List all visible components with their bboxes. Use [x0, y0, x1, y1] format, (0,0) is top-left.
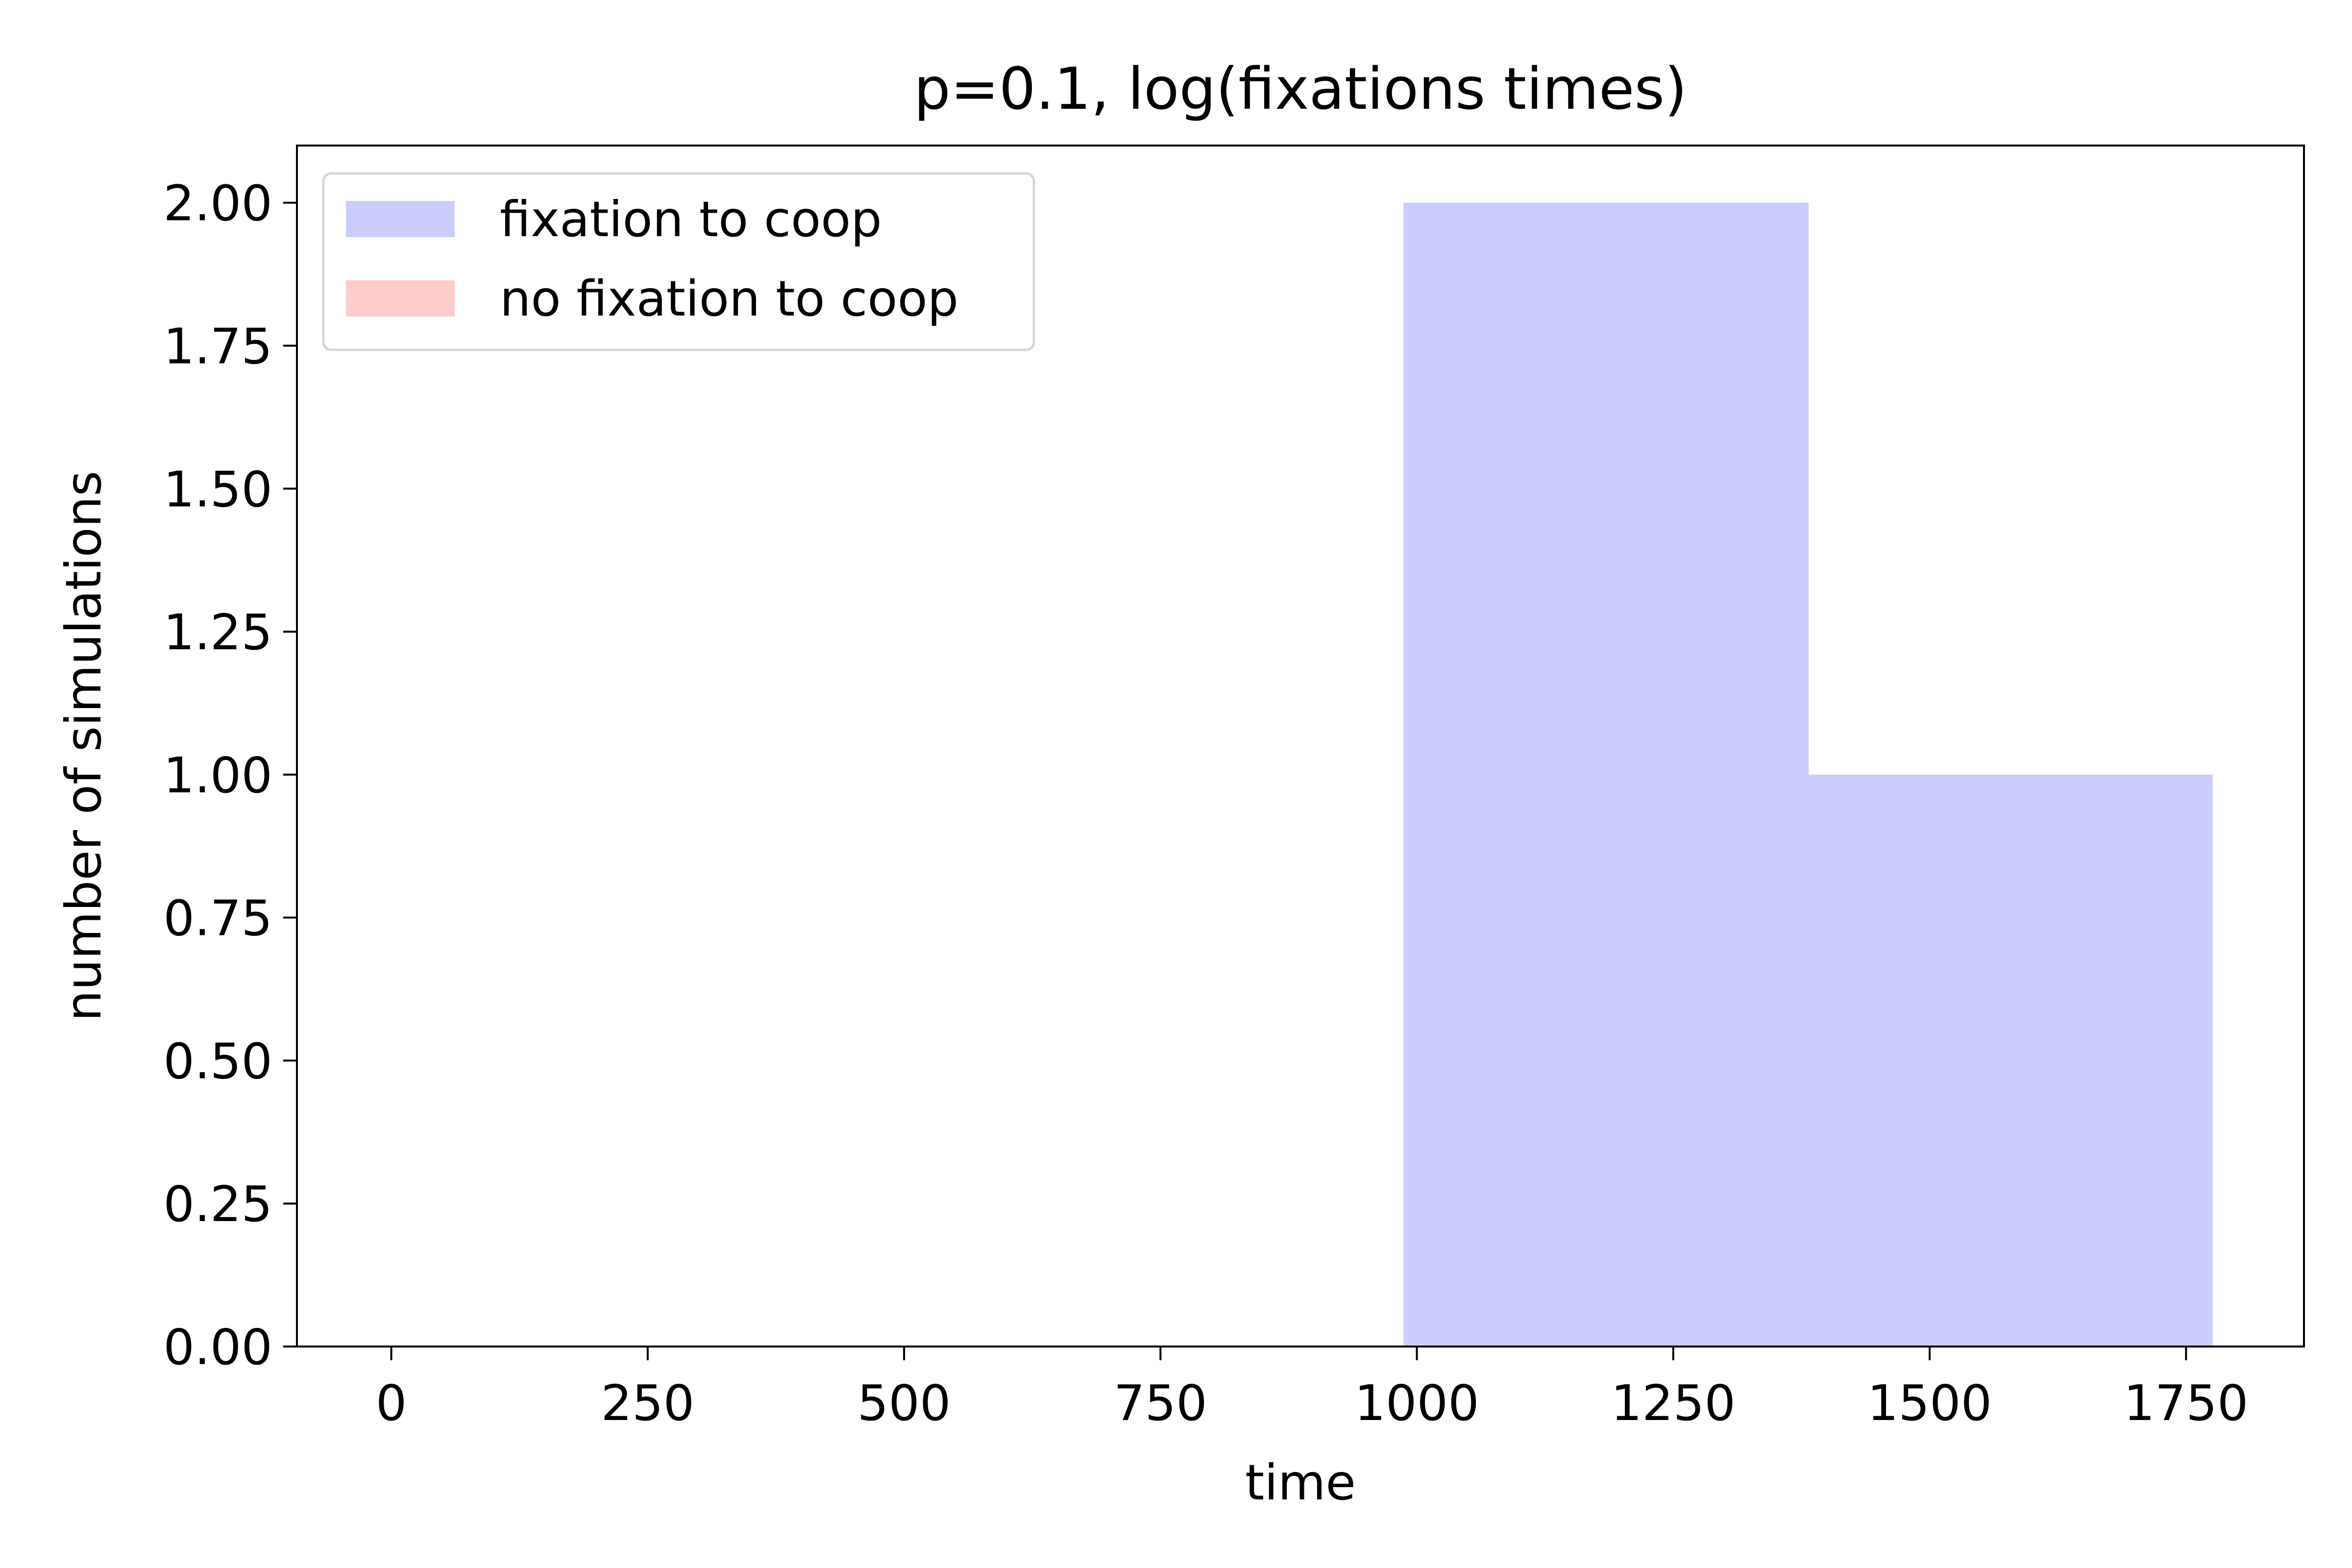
legend-swatch	[346, 280, 455, 317]
y-tick-label: 1.00	[163, 747, 272, 804]
y-tick-label: 2.00	[163, 175, 272, 232]
y-tick-label: 1.75	[163, 318, 272, 375]
y-tick-label: 1.25	[163, 604, 272, 661]
legend-entry-label: no fixation to coop	[500, 270, 958, 327]
x-tick-label: 0	[376, 1374, 407, 1432]
axes-frame	[296, 145, 2305, 1348]
y-tick-label: 0.25	[163, 1176, 272, 1233]
legend-entry-label: fixation to coop	[500, 191, 882, 248]
x-tick-label: 750	[1114, 1374, 1207, 1432]
x-tick-label: 1500	[1867, 1374, 1992, 1432]
y-axis: 0.00 0.25 0.50 0.75 1.00 1.25 1.50 1.75 2.00	[163, 175, 297, 1376]
y-tick-label: 1.50	[163, 461, 272, 518]
legend: fixation to coop no fixation to coop	[322, 172, 1035, 351]
legend-swatch	[346, 201, 455, 237]
x-tick-label: 1000	[1354, 1374, 1479, 1432]
x-tick-label: 500	[858, 1374, 951, 1432]
x-tick-label: 1750	[2124, 1374, 2249, 1432]
chart-title: p=0.1, log(fixations times)	[914, 55, 1687, 122]
histogram-bar	[1809, 774, 2213, 1347]
y-tick-label: 0.00	[163, 1319, 272, 1376]
histogram-bar	[1403, 202, 1809, 1347]
histogram-bars	[1403, 202, 2213, 1347]
x-axis: 0 250 500 750 1000 1250 1500 1750	[376, 1347, 2249, 1432]
x-axis-label: time	[1245, 1454, 1356, 1511]
x-tick-label: 250	[601, 1374, 694, 1432]
y-tick-label: 0.50	[163, 1032, 272, 1090]
legend-box	[322, 172, 1035, 351]
y-axis-label: number of simulations	[55, 471, 112, 1022]
x-tick-label: 1250	[1611, 1374, 1736, 1432]
y-tick-label: 0.75	[163, 890, 272, 947]
